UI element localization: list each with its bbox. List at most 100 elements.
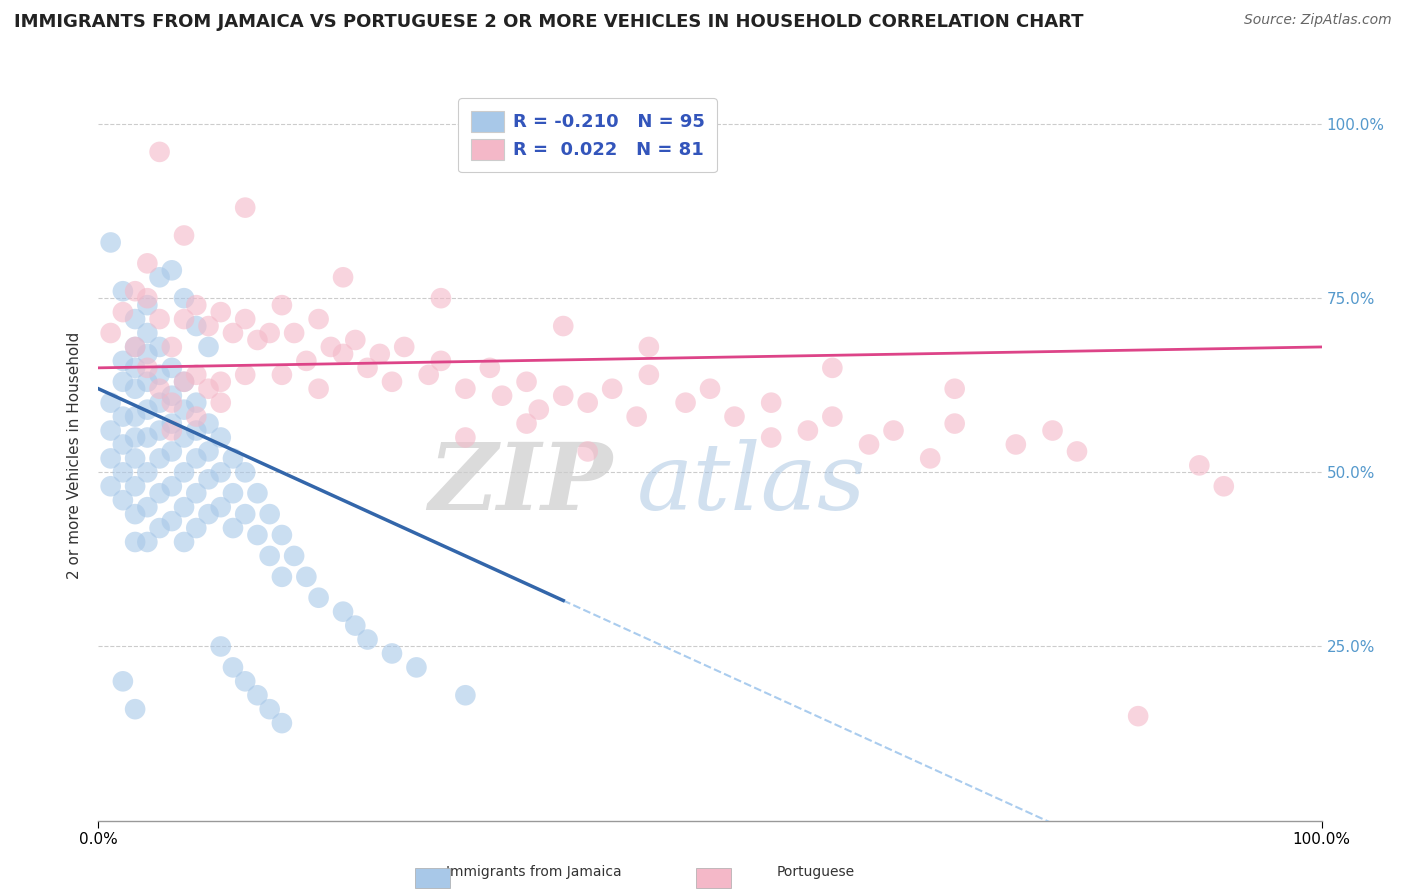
- Point: [626, 409, 648, 424]
- Point: [222, 486, 245, 500]
- Text: Immigrants from Jamaica: Immigrants from Jamaica: [447, 864, 621, 879]
- Point: [160, 360, 183, 375]
- Point: [186, 521, 208, 535]
- Point: [943, 382, 966, 396]
- Point: [136, 347, 159, 361]
- Point: [821, 360, 844, 375]
- Point: [186, 368, 208, 382]
- Point: [186, 298, 208, 312]
- Point: [173, 430, 195, 444]
- Point: [600, 382, 623, 396]
- Point: [111, 674, 134, 689]
- Point: [270, 528, 294, 542]
- Point: [149, 424, 172, 438]
- Point: [186, 424, 208, 438]
- Point: [100, 326, 122, 340]
- Point: [197, 444, 219, 458]
- Point: [308, 591, 330, 605]
- Point: [209, 375, 232, 389]
- Point: [1066, 444, 1088, 458]
- Point: [197, 340, 219, 354]
- Point: [1212, 479, 1234, 493]
- Point: [186, 319, 208, 334]
- Point: [197, 472, 219, 486]
- Point: [491, 389, 513, 403]
- Point: [283, 549, 305, 563]
- Point: [270, 368, 294, 382]
- Point: [173, 312, 195, 326]
- Point: [1042, 424, 1064, 438]
- Point: [124, 312, 146, 326]
- Point: [283, 326, 305, 340]
- Point: [209, 305, 232, 319]
- Point: [124, 507, 146, 521]
- Point: [270, 570, 294, 584]
- Point: [405, 660, 427, 674]
- Point: [821, 409, 844, 424]
- Point: [308, 312, 330, 326]
- Point: [259, 702, 281, 716]
- Point: [295, 570, 318, 584]
- Point: [149, 312, 172, 326]
- Point: [160, 479, 183, 493]
- Point: [723, 409, 745, 424]
- Point: [209, 466, 232, 480]
- Point: [149, 145, 172, 159]
- Point: [233, 312, 256, 326]
- Point: [173, 535, 195, 549]
- Point: [418, 368, 440, 382]
- Point: [111, 354, 134, 368]
- Point: [160, 417, 183, 431]
- Point: [124, 451, 146, 466]
- Point: [124, 382, 146, 396]
- Point: [186, 395, 208, 409]
- Point: [883, 424, 905, 438]
- Point: [149, 486, 172, 500]
- Point: [124, 430, 146, 444]
- Point: [149, 368, 172, 382]
- Point: [858, 437, 880, 451]
- Point: [149, 270, 172, 285]
- Point: [430, 291, 453, 305]
- Point: [222, 326, 245, 340]
- Point: [160, 424, 183, 438]
- Point: [478, 360, 501, 375]
- Point: [136, 430, 159, 444]
- Point: [136, 256, 159, 270]
- Point: [392, 340, 416, 354]
- Text: Source: ZipAtlas.com: Source: ZipAtlas.com: [1244, 13, 1392, 28]
- Point: [222, 451, 245, 466]
- Point: [344, 333, 367, 347]
- Point: [124, 360, 146, 375]
- Point: [699, 382, 721, 396]
- Point: [356, 632, 378, 647]
- Point: [100, 395, 122, 409]
- Point: [1188, 458, 1211, 473]
- Point: [173, 291, 195, 305]
- Y-axis label: 2 or more Vehicles in Household: 2 or more Vehicles in Household: [67, 331, 83, 579]
- Point: [124, 479, 146, 493]
- Point: [246, 528, 269, 542]
- Point: [515, 375, 537, 389]
- Point: [149, 451, 172, 466]
- Point: [124, 340, 146, 354]
- Point: [149, 395, 172, 409]
- Point: [576, 395, 599, 409]
- Point: [173, 228, 195, 243]
- Point: [136, 500, 159, 515]
- Point: [527, 402, 550, 417]
- Point: [270, 716, 294, 731]
- Text: Portuguese: Portuguese: [776, 864, 855, 879]
- Point: [136, 375, 159, 389]
- Point: [233, 507, 256, 521]
- Point: [111, 305, 134, 319]
- Point: [100, 424, 122, 438]
- Point: [209, 640, 232, 654]
- Point: [332, 270, 354, 285]
- Point: [197, 417, 219, 431]
- Point: [160, 389, 183, 403]
- Point: [430, 354, 453, 368]
- Point: [222, 660, 245, 674]
- Point: [173, 375, 195, 389]
- Point: [160, 514, 183, 528]
